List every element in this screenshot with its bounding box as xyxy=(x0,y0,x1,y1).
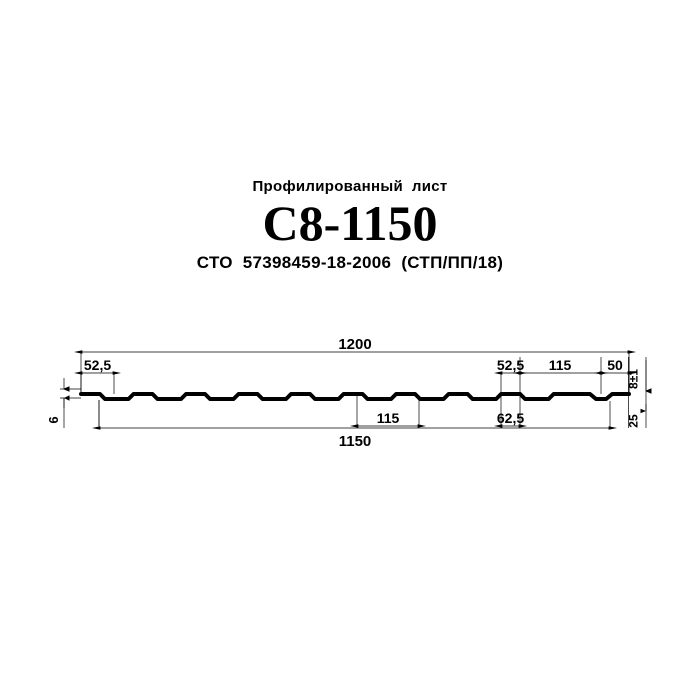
svg-text:62,5: 62,5 xyxy=(497,410,524,426)
svg-text:52,5: 52,5 xyxy=(84,357,111,373)
svg-text:6: 6 xyxy=(46,416,61,423)
svg-text:115: 115 xyxy=(549,357,572,373)
svg-text:1150: 1150 xyxy=(339,433,372,450)
svg-text:52,5: 52,5 xyxy=(497,357,524,373)
svg-text:1200: 1200 xyxy=(338,336,371,353)
svg-text:115: 115 xyxy=(377,410,400,426)
svg-text:50: 50 xyxy=(607,357,623,373)
svg-text:8±1: 8±1 xyxy=(627,369,641,389)
svg-text:25: 25 xyxy=(627,414,641,428)
